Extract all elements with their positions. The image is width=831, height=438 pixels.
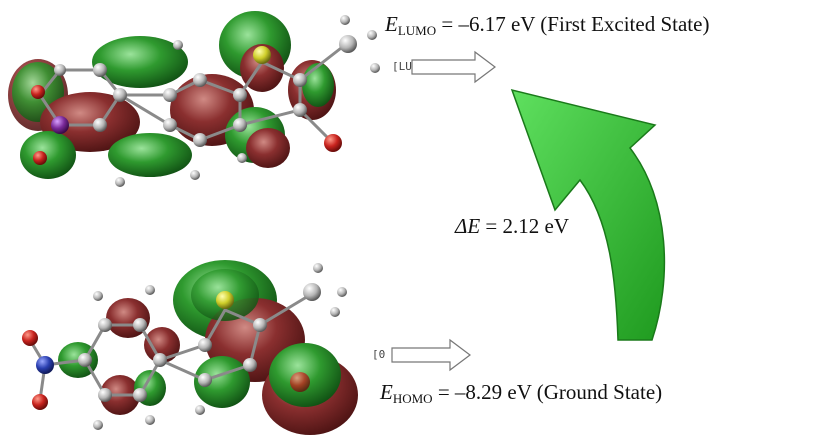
homo-value: = –8.29 eV (Ground State): [437, 380, 663, 404]
lumo-atoms: [31, 15, 380, 187]
lumo-lobe: [92, 36, 188, 88]
homo-molecule: [22, 260, 358, 435]
homo-energy-label: EHOMO = –8.29 eV (Ground State): [380, 380, 663, 406]
homo-tag: [0: [372, 348, 386, 361]
homo-pointer-arrow: [391, 338, 471, 372]
lumo-pointer-arrow: [411, 50, 496, 84]
lumo-energy-label: ELUMO = –6.17 eV (First Excited State): [385, 12, 710, 38]
gap-symbol: ΔE: [455, 214, 481, 238]
lumo-molecule: [8, 11, 380, 187]
lumo-lobe: [20, 131, 76, 179]
excitation-arrow: [510, 88, 666, 341]
lumo-lobe: [108, 133, 192, 177]
gap-label: ΔE = 2.12 eV: [455, 216, 569, 237]
homo-lobe: [144, 327, 180, 363]
lumo-lobe: [246, 128, 290, 168]
lumo-tag: [LU: [392, 60, 412, 73]
lumo-value: = –6.17 eV (First Excited State): [441, 12, 710, 36]
homo-symbol: E: [380, 380, 393, 404]
gap-value: = 2.12 eV: [485, 214, 569, 238]
homo-atoms: [22, 263, 347, 430]
lumo-symbol: E: [385, 12, 398, 36]
lumo-subscript: LUMO: [397, 23, 437, 38]
homo-subscript: HOMO: [392, 391, 433, 406]
lumo-lobe: [302, 63, 334, 107]
